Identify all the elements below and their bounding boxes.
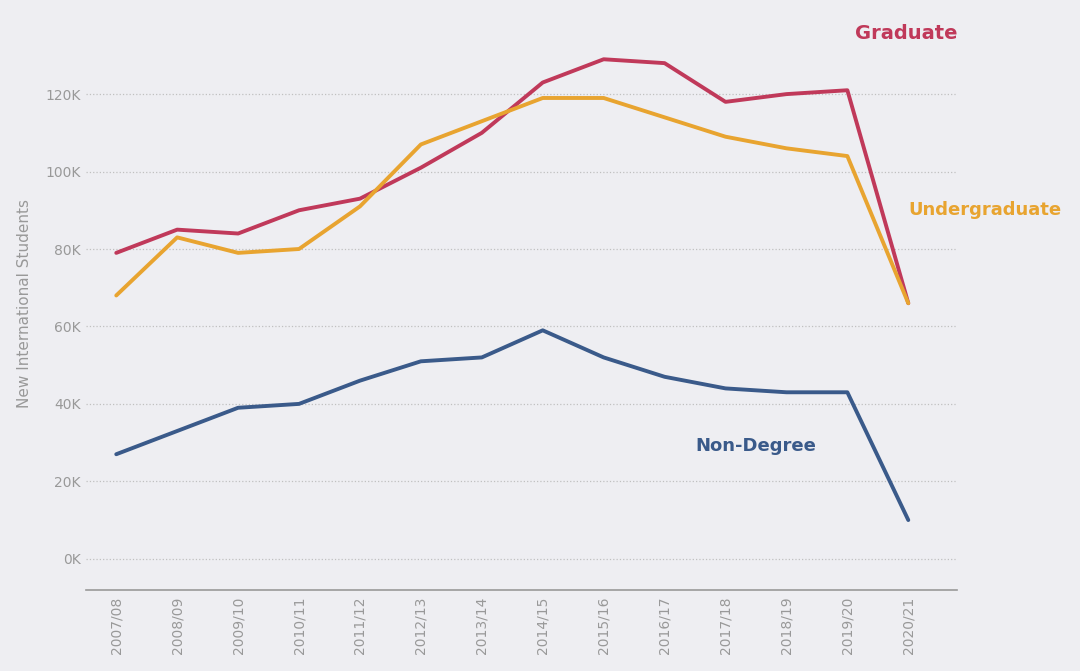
Text: Undergraduate: Undergraduate — [908, 201, 1062, 219]
Text: Non-Degree: Non-Degree — [696, 437, 815, 456]
Text: Graduate: Graduate — [854, 23, 957, 43]
Y-axis label: New International Students: New International Students — [16, 199, 31, 408]
